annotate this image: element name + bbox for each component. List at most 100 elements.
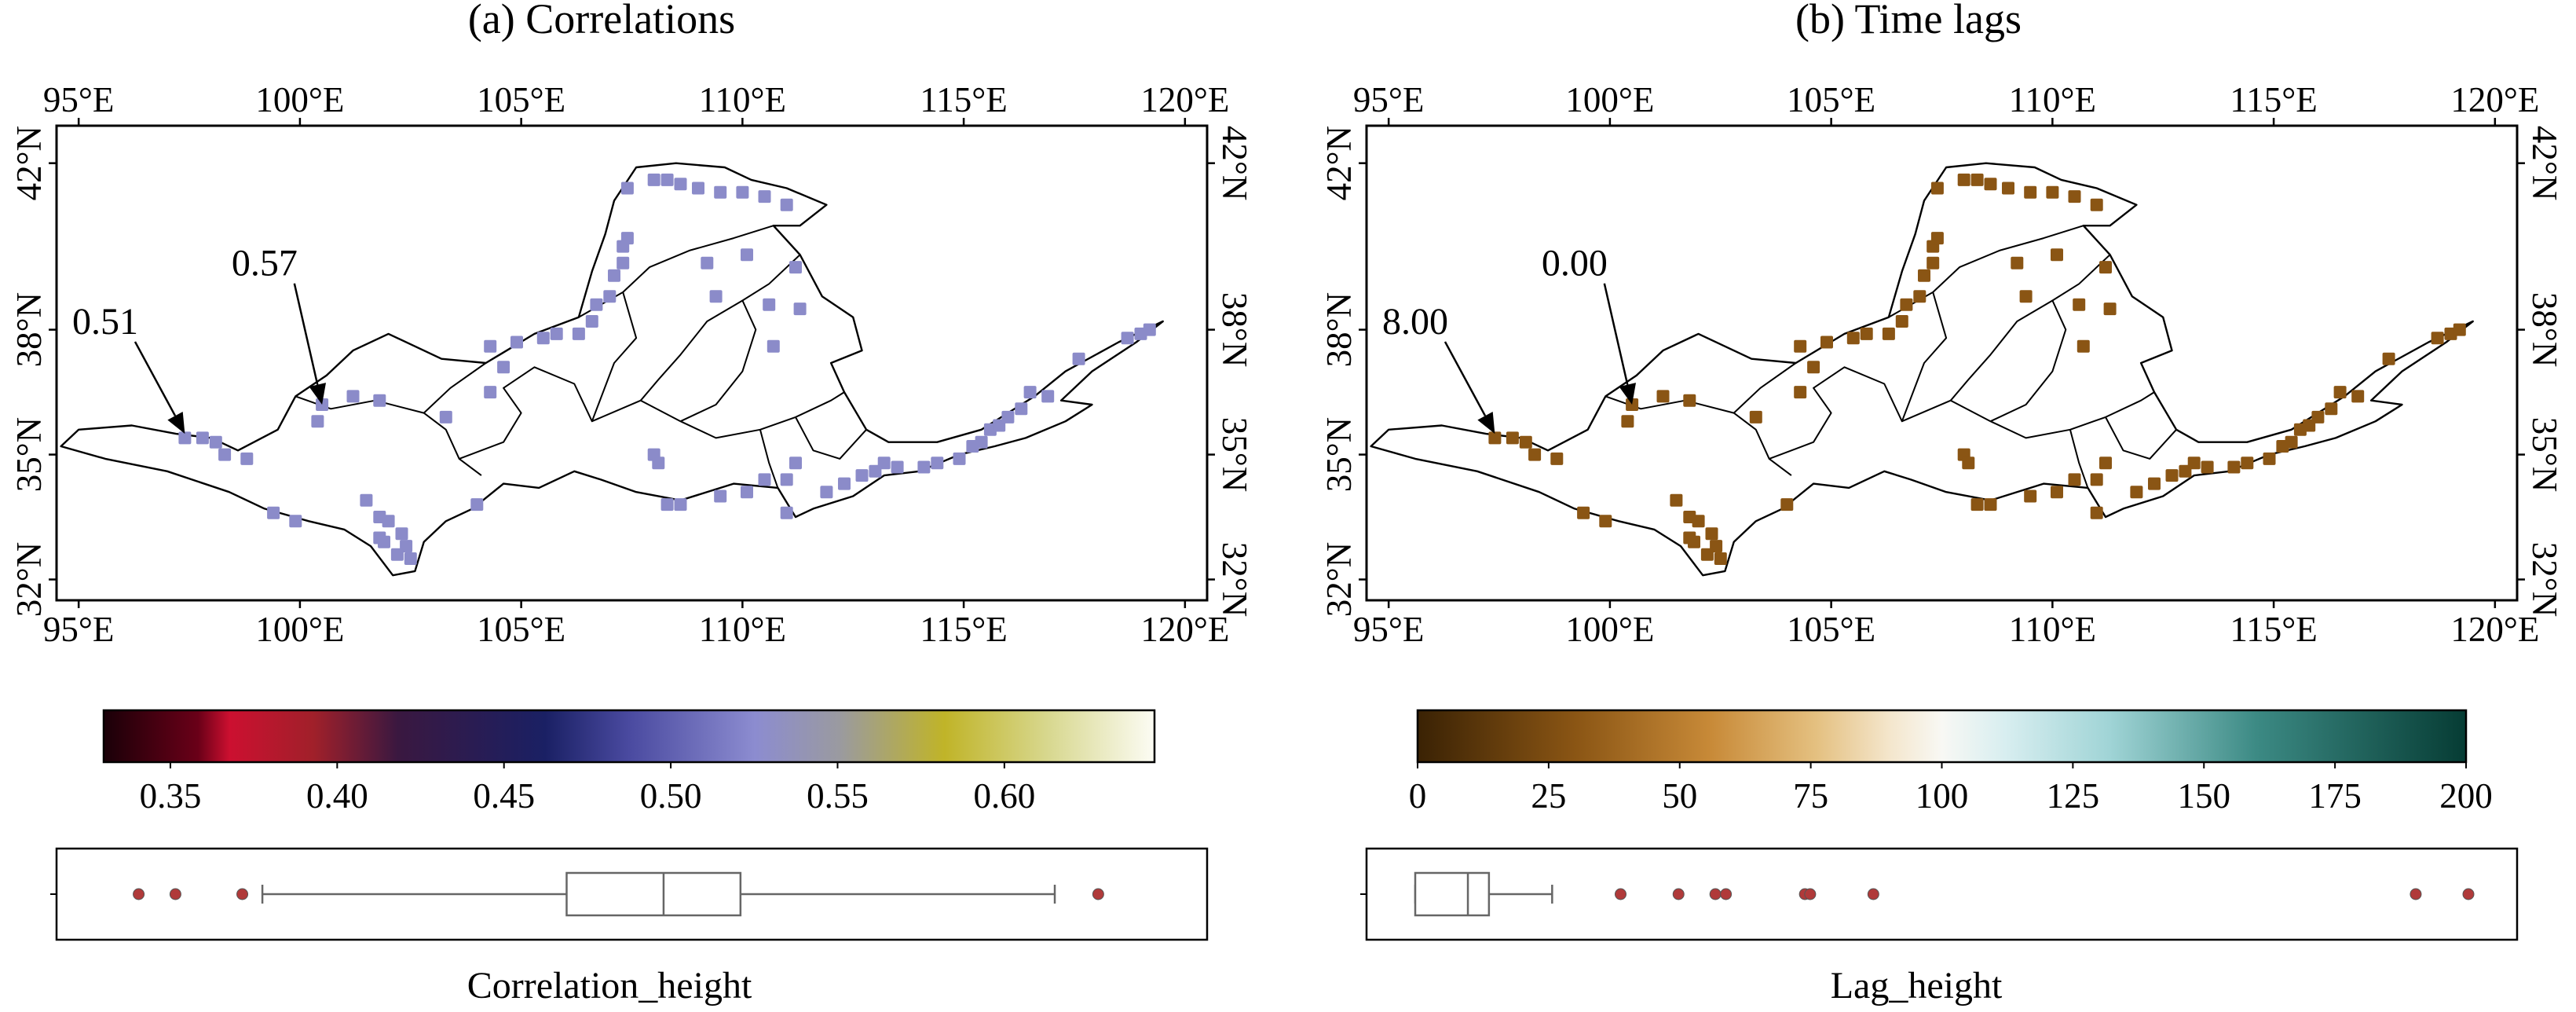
lat-tick-label: 35°N [9, 417, 49, 493]
station-point [763, 298, 776, 311]
annotation-label: 0.00 [1542, 243, 1608, 284]
station-point [1519, 435, 1532, 449]
station-point [289, 515, 302, 528]
station-point [647, 173, 660, 186]
sub-basin-boundary [795, 416, 867, 460]
station-point [1041, 390, 1055, 403]
station-point [2333, 386, 2347, 399]
lon-tick-label: 120°E [1140, 610, 1229, 649]
station-point [701, 256, 714, 270]
lat-tick-label: 42°N [1319, 126, 1359, 201]
lon-tick-label: 105°E [1787, 610, 1875, 649]
station-point [2068, 190, 2081, 204]
lon-tick-label: 100°E [1565, 80, 1654, 119]
colorbar-tick-label: 0.60 [973, 776, 1035, 816]
station-point [2453, 323, 2466, 336]
station-point [1913, 290, 1927, 303]
station-point [2263, 452, 2276, 465]
station-point [820, 486, 833, 499]
station-point [660, 498, 674, 512]
lon-tick-label: 110°E [2009, 610, 2096, 649]
lon-tick-label: 115°E [2230, 80, 2317, 119]
station-point [1820, 336, 1833, 349]
station-point [2090, 506, 2103, 519]
lat-tick-label: 42°N [2525, 126, 2564, 201]
outlier-point [133, 888, 145, 900]
panel-time-lags: (b) Time lags 95°E 95°E 100°E 100°E 105°E 105… [1319, 0, 2564, 1006]
station-point [550, 327, 563, 340]
boxplot-correlations [50, 847, 1209, 941]
station-point [267, 506, 280, 519]
station-point [2165, 469, 2179, 482]
station-point [1957, 173, 1970, 186]
station-point [2099, 456, 2112, 470]
annotation-arrow [293, 283, 319, 385]
lat-tick-label: 35°N [1319, 417, 1359, 493]
lon-tick-label: 95°E [43, 610, 114, 649]
station-point [2103, 302, 2117, 316]
station-point [395, 527, 408, 541]
station-point [360, 493, 373, 507]
colorbar-tick-label: 175 [2308, 776, 2362, 816]
station-point [1970, 498, 1984, 512]
station-point [652, 456, 665, 470]
station-point [931, 456, 944, 470]
station-point [1749, 410, 1762, 424]
sub-basin-boundary [459, 366, 681, 460]
colorbar-tick-label: 0.55 [807, 776, 869, 816]
station-point [855, 469, 869, 482]
station-point [1683, 531, 1696, 544]
lat-tick-label: 38°N [1319, 292, 1359, 368]
panel-title: (b) Time lags [1795, 0, 2022, 42]
colorbar-tick-label: 150 [2178, 776, 2231, 816]
colorbar-tick-label: 0.40 [306, 776, 368, 816]
colorbar-tick-label: 0.50 [640, 776, 702, 816]
lon-tick-label: 110°E [699, 610, 786, 649]
station-point [741, 248, 753, 262]
map-frame [1365, 124, 2519, 602]
station-point [316, 398, 329, 411]
map-frame [55, 124, 1209, 602]
colorbar-correlations: 0.35 0.40 0.45 0.50 0.55 0.60 [102, 709, 1156, 816]
station-point [1794, 339, 1807, 353]
station-point [2011, 256, 2024, 270]
panel-correlations: (a) Correlations 95°E 95°E 100°E 100°E 105°E… [9, 0, 1254, 1006]
station-point [620, 232, 634, 245]
station-point [793, 302, 807, 316]
outlier-point [1672, 888, 1685, 900]
station-point [1670, 493, 1683, 507]
lat-tick-label: 42°N [9, 126, 49, 201]
station-point [917, 460, 931, 474]
lon-tick-label: 95°E [1353, 80, 1424, 119]
station-point [692, 182, 704, 195]
station-point [2019, 290, 2033, 303]
station-point [2002, 182, 2014, 195]
station-point [617, 256, 630, 270]
station-point [767, 339, 780, 353]
station-point [2073, 298, 2086, 311]
station-point [891, 460, 904, 474]
station-point [2077, 339, 2090, 353]
lon-tick-label: 115°E [2230, 610, 2317, 649]
iqr-box [1414, 871, 1491, 917]
annotation-arrow [1444, 341, 1487, 416]
outlier-point [1614, 888, 1626, 900]
boxplot-xlabel: Correlation_height [467, 965, 752, 1006]
outlier-point [1867, 888, 1879, 900]
annotation-arrow [134, 341, 177, 416]
station-point [1846, 332, 1860, 345]
sub-basin-boundary [1769, 366, 1991, 460]
station-point [1692, 515, 1705, 528]
station-point [736, 185, 749, 199]
station-point [390, 548, 404, 561]
station-point [497, 361, 510, 374]
station-point [674, 178, 687, 191]
station-point [1930, 232, 1944, 245]
sub-basin-boundary [680, 391, 845, 439]
outlier-point [1720, 888, 1733, 900]
station-point [1895, 315, 1908, 328]
station-point [1714, 552, 1727, 565]
sub-basin-boundary [423, 362, 487, 414]
station-point [2285, 435, 2298, 449]
colorbar-tick-label: 0.35 [140, 776, 202, 816]
